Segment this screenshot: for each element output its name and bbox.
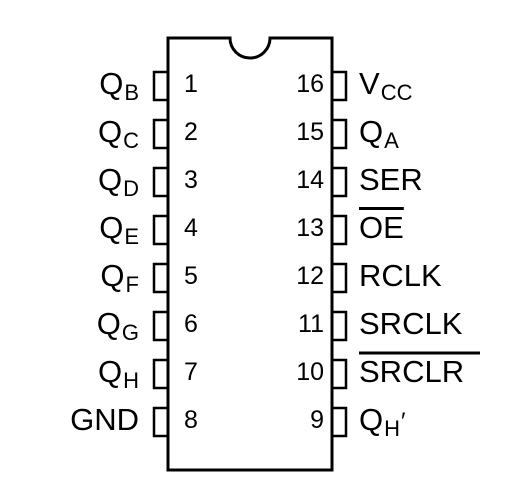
pin-lead-1 (152, 70, 168, 102)
pin-label-9-main: Q (359, 402, 384, 437)
right-pin-leads (332, 70, 348, 438)
pin-label-2-main: Q (97, 114, 123, 149)
pin-lead-13 (332, 214, 348, 246)
pin-label-8: GND (70, 404, 139, 435)
pin-label-6-subscript: G (121, 320, 139, 345)
pin-lead-12 (332, 262, 348, 294)
pin-lead-4 (152, 214, 168, 246)
pin-lead-16 (332, 70, 348, 102)
pin-number-14: 14 (296, 166, 324, 194)
pin-label-7-subscript: H (123, 368, 139, 393)
pin-label-1: QB (99, 66, 139, 104)
pin-label-11-main: SRCLK (359, 306, 463, 341)
pin-lead-9 (332, 406, 348, 438)
pin-label-14-main: SER (359, 162, 423, 197)
pin-label-2: QC (97, 114, 139, 152)
pin-label-16-main: V (359, 66, 380, 101)
pin-label-2-subscript: C (123, 128, 139, 153)
pin-lead-11 (332, 310, 348, 342)
pin-number-2: 2 (184, 118, 198, 146)
pin-label-5-subscript: F (125, 272, 139, 297)
pin-number-3: 3 (184, 166, 198, 194)
pin-lead-10 (332, 358, 348, 390)
chip-body-outline (166, 36, 334, 472)
pin-label-15: QA (359, 114, 399, 152)
pin-label-10: SRCLR (359, 356, 464, 387)
pin-label-13-main: OE (359, 210, 404, 245)
pin-label-15-main: Q (359, 114, 384, 149)
pin-label-11: SRCLK (359, 308, 462, 339)
pin-number-1: 1 (184, 70, 198, 98)
pin-lead-14 (332, 166, 348, 198)
pin-lead-3 (152, 166, 168, 198)
pin-number-15: 15 (296, 118, 324, 146)
pin-lead-6 (152, 310, 168, 342)
pin-number-4: 4 (184, 214, 198, 242)
pin-lead-7 (152, 358, 168, 390)
pin-number-10: 10 (296, 358, 324, 386)
pin-label-13: OE (359, 212, 404, 243)
pin-lead-15 (332, 118, 348, 150)
pin-label-4: QE (99, 210, 139, 248)
pin-label-7: QH (97, 354, 139, 392)
pin-number-16: 16 (296, 70, 324, 98)
pin-label-4-subscript: E (124, 224, 139, 249)
pin-label-9-subscript: H (384, 416, 401, 441)
pin-number-7: 7 (184, 358, 198, 386)
pin-label-16-subscript: CC (380, 80, 413, 105)
pin-label-16: VCC (359, 66, 412, 104)
pin-number-6: 6 (184, 310, 198, 338)
pin-label-3: QD (97, 162, 139, 200)
pin-label-5-main: Q (100, 258, 125, 293)
pin-label-14: SER (359, 164, 423, 195)
pin-label-8-main: GND (70, 402, 139, 437)
pin-label-12-main: RCLK (359, 258, 442, 293)
pin-lead-8 (152, 406, 168, 438)
pin-label-12: RCLK (359, 260, 442, 291)
pin-label-15-subscript: A (384, 128, 399, 153)
pin-number-9: 9 (310, 406, 324, 434)
pin-label-6-main: Q (96, 306, 121, 341)
pin-label-1-subscript: B (124, 80, 139, 105)
pin-label-9: QH′ (359, 402, 406, 440)
pin-label-3-main: Q (97, 162, 123, 197)
pin-number-5: 5 (184, 262, 198, 290)
pin-label-9-prime: ′ (401, 408, 406, 435)
pin-label-1-main: Q (99, 66, 124, 101)
pin-label-7-main: Q (97, 354, 123, 389)
pin-lead-5 (152, 262, 168, 294)
pin-label-4-main: Q (99, 210, 124, 245)
pin-lead-2 (152, 118, 168, 150)
pin-label-3-subscript: D (123, 176, 139, 201)
pin-number-13: 13 (296, 214, 324, 242)
pin-number-11: 11 (298, 310, 324, 338)
pin-number-8: 8 (184, 406, 198, 434)
pin-number-12: 12 (296, 262, 324, 290)
pin-label-10-main: SRCLR (359, 354, 465, 389)
pin-label-6: QG (96, 306, 139, 344)
left-pin-leads (152, 70, 168, 438)
pin-label-5: QF (100, 258, 139, 296)
